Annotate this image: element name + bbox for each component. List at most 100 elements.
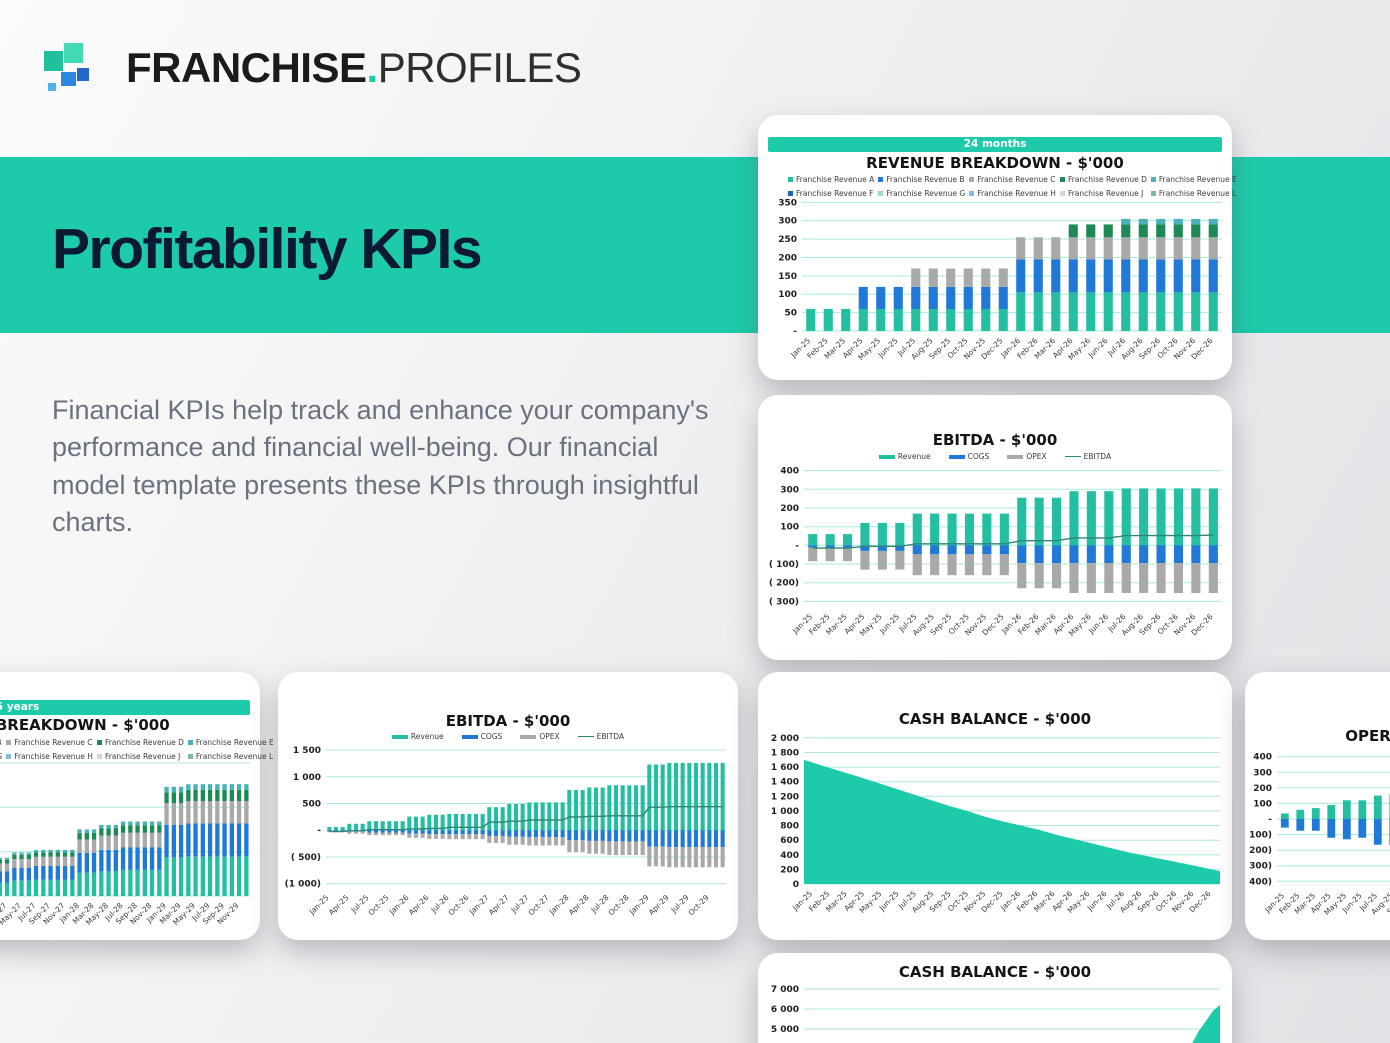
period-badge-5-years: 5 years: [0, 700, 250, 715]
svg-text:100: 100: [778, 290, 797, 300]
svg-text:200: 200: [780, 504, 799, 514]
svg-text:-: -: [793, 327, 797, 337]
chart-plot-ebitda-24m: 400 300 200 100-( 100)( 200)( 300) Jan-25 Feb…: [758, 459, 1232, 660]
svg-text:Oct-27: Oct-27: [527, 893, 551, 917]
svg-text:Apr-28: Apr-28: [567, 893, 591, 917]
chart-card-revenue-breakdown-5y: 5 years REVENUE BREAKDOWN - $'000 Franch…: [0, 672, 274, 940]
svg-text:6 000: 6 000: [771, 1005, 799, 1015]
legend-item: Franchise Revenue G: [878, 189, 965, 198]
svg-text:100: 100: [1253, 799, 1272, 809]
svg-text:Jan-29: Jan-29: [627, 893, 651, 917]
legend-item: Revenue: [391, 732, 444, 741]
chart-title: CASH BALANCE - $'000: [898, 710, 1092, 728]
legend-item: Franchise Revenue J: [96, 752, 184, 761]
svg-text:( 400): ( 400): [1245, 877, 1272, 887]
svg-text:5 000: 5 000: [771, 1025, 799, 1035]
logo-square-mint: [64, 43, 83, 63]
legend-item: Franchise Revenue G: [0, 752, 2, 761]
legend-item: Franchise Revenue H: [6, 752, 93, 761]
svg-text:200: 200: [780, 865, 799, 875]
legend-item: Franchise Revenue A: [788, 175, 874, 184]
svg-text:400: 400: [1253, 753, 1272, 763]
svg-text:Apr-26: Apr-26: [407, 893, 431, 917]
brand-wordmark: FRANCHISE.PROFILES: [126, 44, 582, 92]
legend-item: Franchise Revenue L: [187, 752, 274, 761]
logo-square-royal: [77, 68, 89, 81]
chart-title: REVENUE BREAKDOWN - $'000: [0, 716, 170, 734]
legend-item: Franchise Revenue D: [96, 738, 184, 747]
svg-text:7 000: 7 000: [771, 985, 799, 995]
chart-legend: Revenue COGS OPEX EBITDA: [758, 452, 1232, 461]
svg-text:300: 300: [1253, 768, 1272, 778]
chart-card-ebitda-24m: EBITDA - $'000 Revenue COGS OPEX EBITDA 400…: [758, 395, 1232, 660]
svg-text:100: 100: [780, 523, 799, 533]
svg-text:300: 300: [780, 485, 799, 495]
svg-text:Jan-26: Jan-26: [387, 893, 411, 917]
legend-item: Franchise Revenue E: [187, 738, 274, 747]
svg-text:400: 400: [780, 467, 799, 477]
svg-text:Oct-29: Oct-29: [687, 893, 711, 917]
svg-text:( 200): ( 200): [1245, 846, 1272, 856]
legend-item: Franchise Revenue H: [969, 189, 1056, 198]
legend-item: EBITDA: [1064, 452, 1111, 461]
legend-item: Franchise Revenue E: [1150, 175, 1237, 184]
chart-plot-revenue-breakdown-24m: 350 300 250 200 150 100 50- Jan-25 Feb-25 Mar-25 A…: [758, 189, 1232, 382]
legend-item: EBITDA: [577, 732, 624, 741]
svg-text:1 500: 1 500: [293, 746, 321, 756]
intro-paragraph: Financial KPIs help track and enhance yo…: [52, 395, 709, 537]
logo-square-lightblue: [48, 83, 56, 91]
brand-name-bold: FRANCHISE: [126, 44, 367, 91]
svg-text:Jan-27: Jan-27: [467, 893, 491, 917]
legend-item: OPEX: [1007, 452, 1047, 461]
svg-text:( 500): ( 500): [291, 853, 321, 863]
legend-item: COGS: [461, 732, 502, 741]
svg-text:1 400: 1 400: [771, 778, 799, 788]
svg-text:Apr-27: Apr-27: [487, 893, 511, 917]
chart-title: CASH BALANCE - $'000: [898, 963, 1092, 981]
svg-text:350: 350: [778, 198, 797, 208]
svg-text:-: -: [795, 541, 799, 551]
svg-text:Jan-28: Jan-28: [547, 893, 571, 917]
svg-text:Jan-25: Jan-25: [307, 893, 331, 917]
legend-item: Franchise Revenue B: [878, 175, 965, 184]
chart-legend: Revenue COGS OPEX EBITDA: [278, 732, 738, 741]
page-title: Profitability KPIs: [52, 217, 483, 281]
svg-text:Apr-29: Apr-29: [647, 893, 671, 917]
chart-title: OPERATING CASHFLOW - $'000: [1345, 727, 1390, 745]
legend-item: OPEX: [520, 732, 560, 741]
svg-text:( 200): ( 200): [769, 579, 799, 589]
svg-text:-: -: [317, 826, 321, 836]
svg-text:( 300): ( 300): [1245, 862, 1272, 872]
logo-square-teal: [44, 51, 63, 71]
chart-title: EBITDA - $'000: [445, 712, 571, 730]
chart-title: EBITDA - $'000: [932, 431, 1058, 449]
svg-text:Oct-26: Oct-26: [447, 893, 471, 917]
brand-name-light: PROFILES: [377, 44, 582, 91]
legend-item: Franchise Revenue F: [788, 189, 874, 198]
svg-text:( 300): ( 300): [769, 597, 799, 607]
legend-item: Franchise Revenue C: [969, 175, 1056, 184]
svg-text:400: 400: [780, 851, 799, 861]
legend-item: Revenue: [878, 452, 931, 461]
svg-text:1 000: 1 000: [293, 773, 321, 783]
svg-text:1 200: 1 200: [771, 792, 799, 802]
svg-text:150: 150: [778, 272, 797, 282]
chart-card-ebitda-5y: EBITDA - $'000 Revenue COGS OPEX EBITDA 1 5…: [278, 672, 738, 940]
chart-legend: Franchise Revenue A Franchise Revenue B Fr…: [788, 175, 1237, 198]
legend-item: Franchise Revenue C: [6, 738, 93, 747]
chart-card-cash-balance-24m: CASH BALANCE - $'000 2 000 1 800 1 600 1 40…: [758, 672, 1232, 940]
brand-dot: .: [366, 44, 379, 91]
svg-text:600: 600: [780, 836, 799, 846]
svg-text:-: -: [1268, 815, 1272, 825]
svg-text:1 800: 1 800: [771, 749, 799, 759]
svg-text:50: 50: [784, 309, 797, 319]
svg-text:1 600: 1 600: [771, 763, 799, 773]
svg-text:0: 0: [793, 880, 799, 890]
chart-card-operating-cashflow: OPERATING CASHFLOW - $'000 400 300 200 100 -…: [1242, 672, 1390, 940]
svg-text:Oct-25: Oct-25: [367, 893, 391, 917]
period-badge-24-months: 24 months: [768, 137, 1222, 152]
brand-logo: FRANCHISE.PROFILES: [44, 42, 582, 94]
